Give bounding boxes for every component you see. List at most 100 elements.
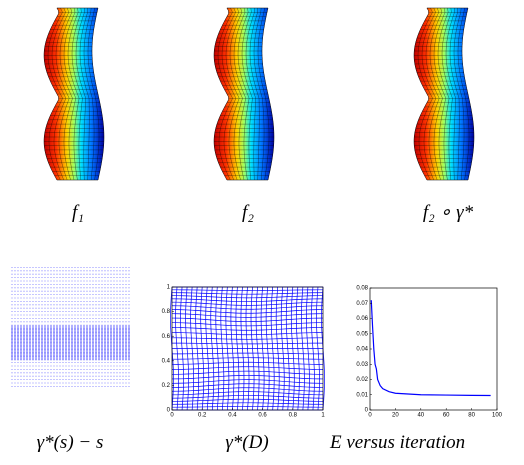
deformed-grid-line [171, 361, 324, 365]
deformed-grid-line [171, 352, 324, 355]
surface [413, 7, 475, 181]
y-tick-label: 0.06 [356, 316, 368, 322]
mesh-line [75, 7, 86, 181]
mesh-line [241, 7, 253, 181]
deformed-grid-line [171, 391, 324, 396]
mesh-line [449, 7, 460, 181]
x-tick-label: 100 [492, 413, 503, 419]
mesh-line [253, 7, 265, 181]
deformed-grid-line [171, 337, 324, 340]
vector-field [11, 267, 130, 387]
mesh-line [225, 7, 240, 181]
data-line [370, 300, 491, 397]
deformed-grid-line [306, 286, 310, 411]
mesh-line [421, 7, 437, 181]
x-tick-label: 60 [443, 413, 450, 419]
deformed-grid-line [265, 286, 270, 411]
deformed-grid-line [171, 383, 324, 388]
caption: f₁ [72, 202, 84, 223]
mesh-line [453, 7, 465, 181]
mesh-line [87, 7, 100, 181]
deformed-grid-line [311, 286, 315, 411]
mesh-line [55, 7, 70, 181]
deformed-grid-line [171, 375, 324, 380]
mesh-line [83, 7, 95, 181]
y-tick-label: 0.2 [162, 383, 171, 389]
mesh-line [433, 7, 447, 181]
deformed-grid-line [301, 286, 305, 411]
mesh-line [249, 7, 260, 181]
deformed-grid-line [171, 301, 324, 306]
deformed-grid-line [171, 313, 324, 318]
x-tick-label: 0 [368, 413, 372, 419]
mesh-line [217, 7, 233, 181]
mesh-line [59, 7, 73, 181]
mesh-line [237, 7, 250, 181]
x-tick-label: 40 [417, 413, 424, 419]
mesh-line [257, 7, 270, 181]
mesh-line [47, 7, 63, 181]
deformed-grid-line [171, 366, 324, 370]
x-tick-label: 1 [321, 413, 325, 419]
deformed-grid-line [171, 387, 324, 392]
y-tick-label: 0.05 [356, 331, 368, 337]
surface [43, 7, 105, 181]
caption: E versus iteration [329, 432, 465, 453]
y-tick-label: 0 [365, 408, 369, 414]
deformed-grid-line [171, 357, 324, 360]
x-tick-label: 80 [468, 413, 475, 419]
y-tick-label: 0.02 [356, 377, 368, 383]
x-tick-label: 0.8 [289, 413, 298, 419]
y-tick-label: 0.8 [162, 309, 171, 315]
x-tick-label: 0.2 [198, 413, 207, 419]
mesh-line [63, 7, 77, 181]
surface [213, 7, 275, 181]
caption: f₂ ∘ γ* [423, 202, 474, 223]
y-tick-label: 0 [167, 408, 171, 414]
deformed-grid-line [171, 298, 324, 302]
y-tick-label: 1 [167, 285, 171, 291]
caption: γ*(s) − s [37, 432, 104, 453]
y-tick-label: 0.4 [162, 358, 171, 364]
deformed-grid-line [171, 289, 324, 291]
mesh-line [457, 7, 470, 181]
axes-frame [171, 286, 324, 411]
deformed-grid-line [295, 286, 300, 411]
deformed-grid-line [171, 295, 324, 299]
deformed-grid-line [171, 342, 324, 345]
mesh-line [425, 7, 440, 181]
y-tick-label: 0.6 [162, 334, 171, 340]
deformed-grid-line [171, 398, 324, 402]
deformed-grid-line [171, 395, 324, 399]
deformed-grid-line [171, 370, 324, 375]
mesh-line [245, 7, 256, 181]
mesh-line [79, 7, 90, 181]
deformed-grid-line [245, 286, 250, 411]
deformed-grid-line [275, 286, 280, 411]
mesh-line [229, 7, 243, 181]
mesh-line [71, 7, 83, 181]
y-tick-label: 0.04 [356, 347, 368, 353]
mesh-line [429, 7, 443, 181]
mesh-line [233, 7, 247, 181]
deformed-grid-line [171, 305, 324, 310]
deformed-grid-line [171, 309, 324, 314]
deformed-grid-line [270, 286, 275, 411]
x-tick-label: 0.4 [228, 413, 237, 419]
mesh-line [67, 7, 80, 181]
deformed-grid-line [316, 286, 320, 411]
x-tick-label: 20 [392, 413, 399, 419]
deformed-grid-line [171, 327, 324, 331]
deformed-grid-line [171, 402, 324, 405]
mesh-line [437, 7, 450, 181]
deformed-grid-line [171, 379, 324, 384]
y-tick-label: 0.03 [356, 362, 368, 368]
deformed-grid-line [260, 286, 265, 411]
mesh-line [441, 7, 453, 181]
deformed-grid-line [250, 286, 255, 411]
y-tick-label: 0.01 [356, 392, 368, 398]
deformed-grid-line [255, 286, 260, 411]
caption: f₂ [242, 202, 254, 223]
